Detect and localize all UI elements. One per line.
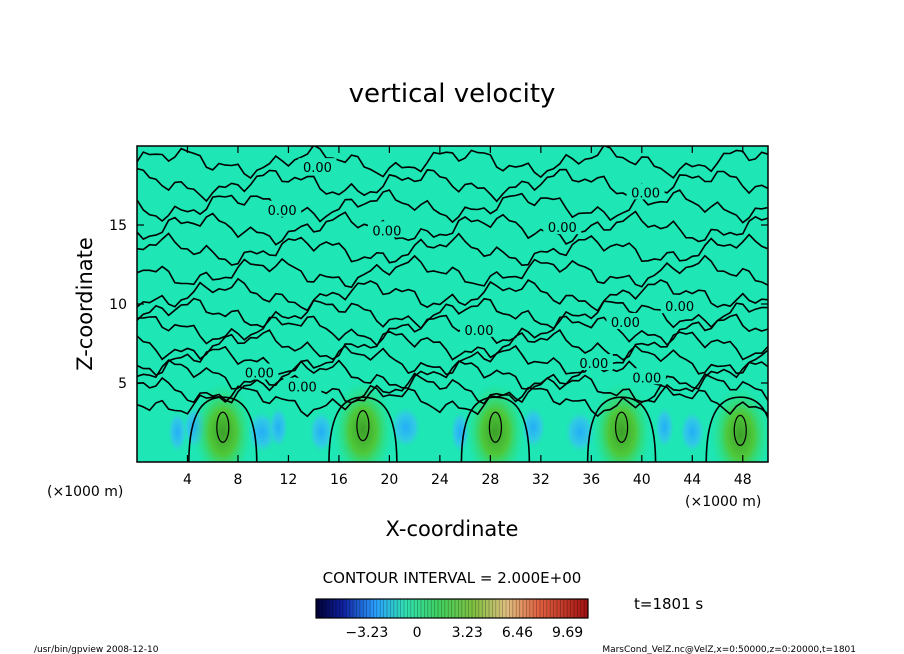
updraft-region [710, 380, 768, 462]
downdraft-region [679, 409, 706, 454]
updraft-cell-contour [188, 396, 258, 462]
updraft-cell-contour [328, 396, 398, 462]
contour-label-bg [367, 221, 406, 238]
contour-line [137, 232, 768, 267]
contour-label: 0.00 [548, 221, 577, 236]
x-tick-label: 12 [280, 472, 298, 488]
x-tick-label: 48 [734, 472, 752, 488]
contour-label: 0.00 [665, 300, 694, 315]
colorbar-frame [315, 598, 589, 619]
contour-label-bg [283, 377, 322, 394]
contour-label-bg [627, 368, 666, 385]
contour-line [137, 254, 768, 289]
contour-line [137, 384, 768, 418]
updraft-region [332, 375, 393, 462]
updraft-core-contour [356, 410, 370, 442]
contour-label: 0.00 [288, 381, 317, 396]
x-tick-label: 20 [380, 472, 398, 488]
contour-line [137, 146, 768, 180]
updraft-core-contour [488, 411, 503, 443]
colorbar-tick-label: 3.23 [452, 625, 483, 641]
updraft-cell-contour [586, 396, 657, 462]
x-tick-label: 4 [183, 472, 192, 488]
chart-title: vertical velocity [349, 79, 556, 109]
x-tick-label: 36 [582, 472, 600, 488]
contour-label-bg [574, 354, 613, 371]
downdraft-region [563, 409, 596, 454]
contour-label-bg [543, 218, 582, 235]
contour-line [137, 189, 768, 224]
time-label: t=1801 s [634, 595, 703, 613]
x-tick-label: 44 [683, 472, 701, 488]
contour-line [137, 297, 768, 330]
contour-line [137, 328, 768, 361]
contour-label-bg [298, 158, 337, 175]
colorbar-tick-label: −3.23 [345, 625, 388, 641]
updraft-cell-contour [705, 396, 768, 462]
downdraft-region [520, 405, 547, 450]
y-axis-label: Z-coordinate [73, 237, 97, 371]
contour-label: 0.00 [632, 371, 661, 386]
y-tick-label: 10 [109, 297, 127, 313]
contour-label-bg [606, 312, 645, 329]
colorbar-tick-label: 0 [413, 625, 422, 641]
updraft-core-contour [733, 414, 747, 446]
contour-label: 0.00 [579, 357, 608, 372]
x-tick-label: 28 [481, 472, 499, 488]
contour-label-bg [240, 363, 279, 380]
contour-label-bg [660, 297, 699, 314]
x-unit-right: (×1000 m) [685, 494, 761, 510]
downdraft-region [308, 409, 335, 454]
contour-label: 0.00 [465, 324, 494, 339]
contour-line [137, 344, 768, 377]
contour-label: 0.00 [631, 186, 660, 201]
x-unit-left: (×1000 m) [47, 484, 123, 500]
colorbar: −3.23 0 3.23 6.46 9.69 [315, 598, 589, 641]
contour-interval-label: CONTOUR INTERVAL = 2.000E+00 [323, 569, 582, 587]
updraft-core-contour [615, 411, 629, 443]
contour-label: 0.00 [611, 316, 640, 331]
contour-label: 0.00 [268, 204, 297, 219]
footer-left: /usr/bin/gpview 2008-12-10 [34, 645, 159, 654]
contour-label: 0.00 [303, 161, 332, 176]
colorbar-gradient [316, 599, 588, 618]
plot-area: 0.00 0.00 0.00 0.00 0.00 0.00 0.00 0.00 0.00 0.00… [137, 146, 768, 462]
updraft-cell-contour [460, 396, 531, 462]
contour-line [137, 277, 768, 312]
downdraft-region [450, 409, 471, 454]
x-axis: 4 8 12 16 20 24 28 32 36 40 44 48 [183, 146, 752, 488]
y-tick-label: 15 [109, 218, 127, 234]
y-axis: 5 10 15 [109, 218, 768, 392]
y-tick-label: 5 [118, 376, 127, 392]
contour-label: 0.00 [372, 224, 401, 239]
contour-label: 0.00 [245, 367, 274, 382]
downdraft-region [389, 405, 422, 450]
downdraft-region [654, 405, 675, 450]
contour-label-bg [460, 320, 499, 337]
contour-label-bg [263, 200, 302, 217]
x-tick-label: 40 [633, 472, 651, 488]
downdraft-region [167, 409, 188, 454]
x-axis-label: X-coordinate [386, 517, 519, 541]
downdraft-region [268, 405, 289, 450]
colorbar-tick-label: 9.69 [552, 625, 583, 641]
footer-right: MarsCond_VelZ.nc@VelZ,x=0:50000,z=0:2000… [602, 645, 856, 654]
contour-line [137, 313, 768, 347]
updraft-core-contour [216, 411, 230, 443]
contour-label-bg [626, 183, 665, 200]
x-tick-label: 8 [233, 472, 242, 488]
updraft-region [591, 377, 652, 462]
x-tick-label: 16 [330, 472, 348, 488]
updraft-region [465, 377, 526, 462]
contour-line [137, 210, 768, 246]
colorbar-tick-label: 6.46 [502, 625, 533, 641]
x-tick-label: 32 [532, 472, 550, 488]
x-tick-label: 24 [431, 472, 449, 488]
